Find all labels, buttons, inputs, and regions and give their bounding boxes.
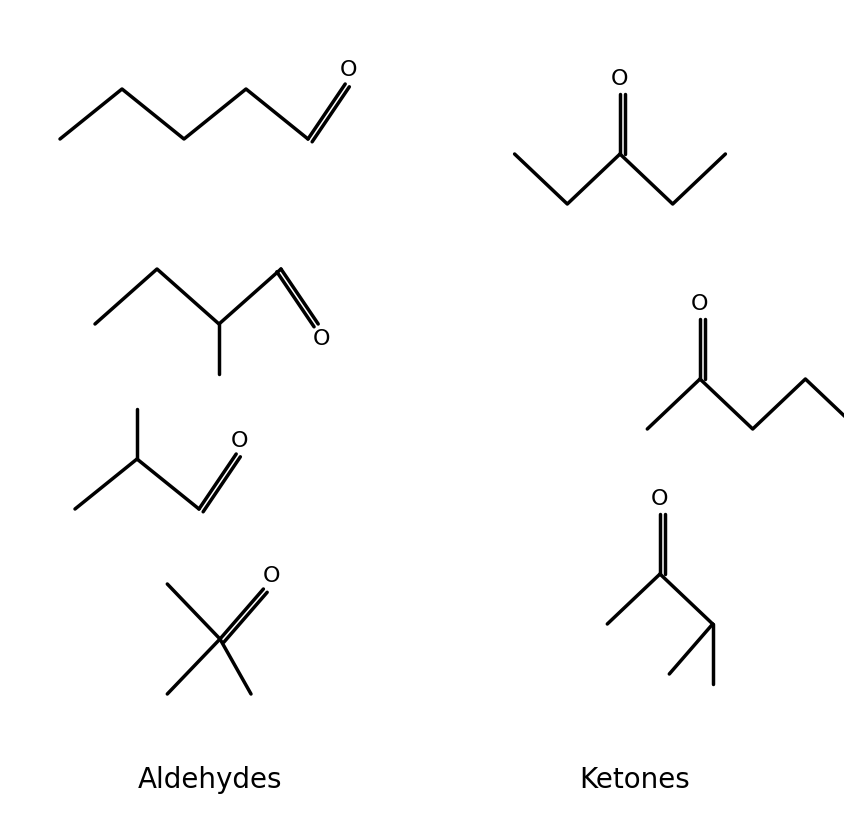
Text: O: O: [651, 489, 668, 509]
Text: O: O: [230, 431, 247, 451]
Text: Ketones: Ketones: [579, 765, 690, 793]
Text: O: O: [339, 60, 356, 80]
Text: O: O: [262, 566, 280, 586]
Text: O: O: [610, 69, 628, 88]
Text: O: O: [690, 294, 708, 313]
Text: O: O: [312, 328, 329, 348]
Text: Aldehydes: Aldehydes: [138, 765, 282, 793]
